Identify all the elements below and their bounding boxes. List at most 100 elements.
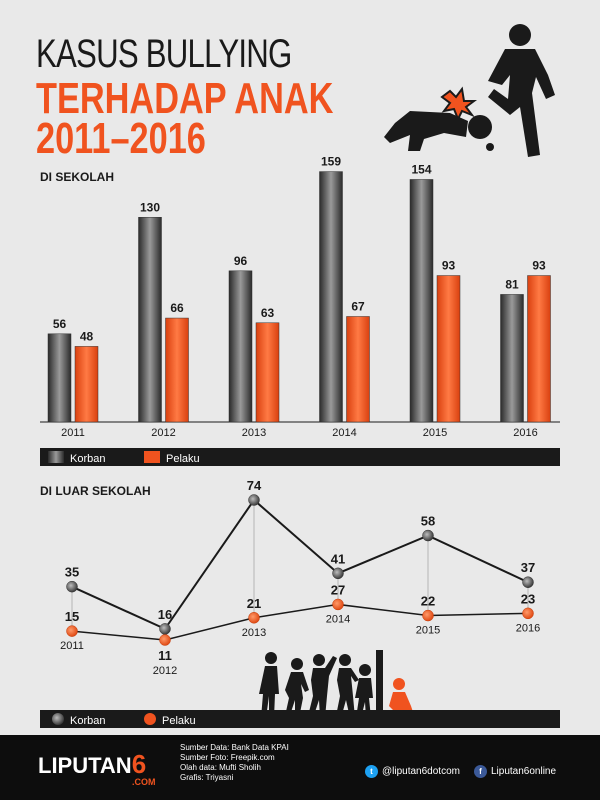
legend-swatch-pelaku <box>144 451 160 463</box>
legend-label-pelaku: Pelaku <box>166 453 200 465</box>
group-person-2-head <box>291 658 303 670</box>
bar-legend-background <box>40 448 560 466</box>
bar-pelaku-2015 <box>436 275 461 423</box>
credit-line: Sumber Foto: Freepik.com <box>180 753 275 762</box>
legend-swatch-korban <box>48 451 64 463</box>
bar-korban-2012 <box>138 217 162 423</box>
bar-value-label: 66 <box>170 301 184 315</box>
brand-text: LIPUTAN <box>38 753 132 778</box>
line-value-label-pelaku: 15 <box>65 609 79 624</box>
legend-dot-pelaku <box>144 713 156 725</box>
bar-x-tick-label: 2016 <box>513 427 537 439</box>
facebook-link[interactable]: f Liputan6online <box>474 765 556 778</box>
legend-dot-korban <box>52 713 64 725</box>
bar-x-tick-label: 2015 <box>423 427 447 439</box>
brand-six: 6 <box>131 749 147 779</box>
bar-value-label: 96 <box>234 254 248 268</box>
group-person-5-head <box>359 664 371 676</box>
facebook-handle: Liputan6online <box>491 766 557 777</box>
line-point-korban-2011 <box>66 580 78 593</box>
victim-body <box>384 111 468 151</box>
bar-pelaku-2011 <box>74 346 99 423</box>
twitter-handle: @liputan6dotcom <box>382 766 460 777</box>
wall-post <box>376 650 383 722</box>
bar-value-label: 56 <box>53 317 67 331</box>
group-person-2-body <box>285 672 309 718</box>
group-person-5-body <box>355 678 373 718</box>
line-x-tick-label: 2014 <box>326 613 350 625</box>
line-point-pelaku-2013 <box>248 612 260 624</box>
bar-value-label: 63 <box>261 306 275 320</box>
line-value-label-korban: 35 <box>65 565 79 580</box>
bar-korban-2011 <box>47 333 72 423</box>
line-value-label-korban: 37 <box>521 560 535 575</box>
section-title-school: DI SEKOLAH <box>40 170 115 184</box>
line-value-label-pelaku: 11 <box>158 648 172 663</box>
title-line-2: TERHADAP ANAK <box>36 74 334 123</box>
brand-com: .COM <box>132 777 156 787</box>
victim-head <box>468 115 492 139</box>
bar-pelaku-2014 <box>346 316 370 423</box>
twitter-icon: t <box>365 765 378 778</box>
line-value-label-pelaku: 23 <box>521 591 535 606</box>
group-person-3-body <box>308 656 337 718</box>
line-point-pelaku-2015 <box>422 609 434 622</box>
bar-value-label: 93 <box>442 259 456 273</box>
brand-logo[interactable]: LIPUTAN6 <box>38 749 146 780</box>
kicker-body <box>488 49 555 157</box>
bar-korban-2014 <box>319 171 343 423</box>
line-value-label-pelaku: 22 <box>421 594 435 609</box>
line-legend-label-pelaku: Pelaku <box>162 715 196 727</box>
line-x-tick-label: 2013 <box>242 627 266 639</box>
victim-orange-head <box>393 678 405 690</box>
group-person-1-body <box>259 666 279 718</box>
line-point-korban-2013 <box>248 494 260 506</box>
bar-chart-school: 56 48 2011 130 66 2012 96 63 2013 159 67 2014 154 93 2… <box>40 155 560 439</box>
line-value-label-pelaku: 27 <box>331 582 345 597</box>
bar-value-label: 154 <box>411 162 431 176</box>
line-legend-label-korban: Korban <box>70 715 105 727</box>
line-series-pelaku <box>71 603 529 641</box>
line-value-label-korban: 74 <box>247 478 262 493</box>
bar-x-tick-label: 2014 <box>332 427 356 439</box>
section-title-outside: DI LUAR SEKOLAH <box>40 484 151 498</box>
bar-pelaku-2016 <box>527 275 551 423</box>
bar-pelaku-2012 <box>165 317 189 423</box>
line-point-korban-2016 <box>522 576 534 588</box>
credit-line: Grafis: Triyasni <box>180 773 234 782</box>
line-point-korban-2014 <box>332 567 344 580</box>
bar-value-label: 159 <box>321 155 341 169</box>
twitter-link[interactable]: t @liputan6dotcom <box>365 765 460 778</box>
bar-korban-2013 <box>228 270 253 423</box>
impact-burst <box>440 86 477 122</box>
title-line-3: 2011–2016 <box>36 114 206 163</box>
bar-korban-2016 <box>500 294 524 423</box>
bar-x-tick-label: 2012 <box>151 427 175 439</box>
credit-line: Sumber Data: Bank Data KPAI <box>180 743 289 752</box>
line-series-korban <box>71 498 529 631</box>
bar-value-label: 130 <box>140 200 160 214</box>
line-value-label-korban: 58 <box>421 514 435 529</box>
line-value-label-korban: 16 <box>158 607 172 622</box>
bar-pelaku-2013 <box>255 322 280 423</box>
credit-line: Olah data: Mufti Sholih <box>180 763 261 772</box>
line-value-label-pelaku: 21 <box>247 596 261 611</box>
line-x-tick-label: 2012 <box>153 665 177 677</box>
footer: LIPUTAN6 .COM Sumber Data: Bank Data KPA… <box>0 735 600 800</box>
line-point-pelaku-2011 <box>66 625 78 637</box>
credits: Sumber Data: Bank Data KPAI Sumber Foto:… <box>180 743 289 783</box>
line-point-pelaku-2012 <box>159 634 171 646</box>
line-point-korban-2012 <box>159 623 171 635</box>
tear-drop <box>486 143 494 151</box>
line-legend: Korban Pelaku <box>40 710 560 728</box>
kicker-head <box>509 24 531 46</box>
bullying-illustration <box>384 24 555 157</box>
line-point-korban-2015 <box>422 529 434 542</box>
bar-value-label: 48 <box>80 329 94 343</box>
bar-x-tick-label: 2013 <box>242 427 266 439</box>
bar-value-label: 93 <box>532 259 546 273</box>
line-x-tick-label: 2015 <box>416 625 440 637</box>
group-person-4-head <box>339 654 351 666</box>
group-person-3-head <box>313 654 325 666</box>
bar-x-tick-label: 2011 <box>61 427 85 439</box>
